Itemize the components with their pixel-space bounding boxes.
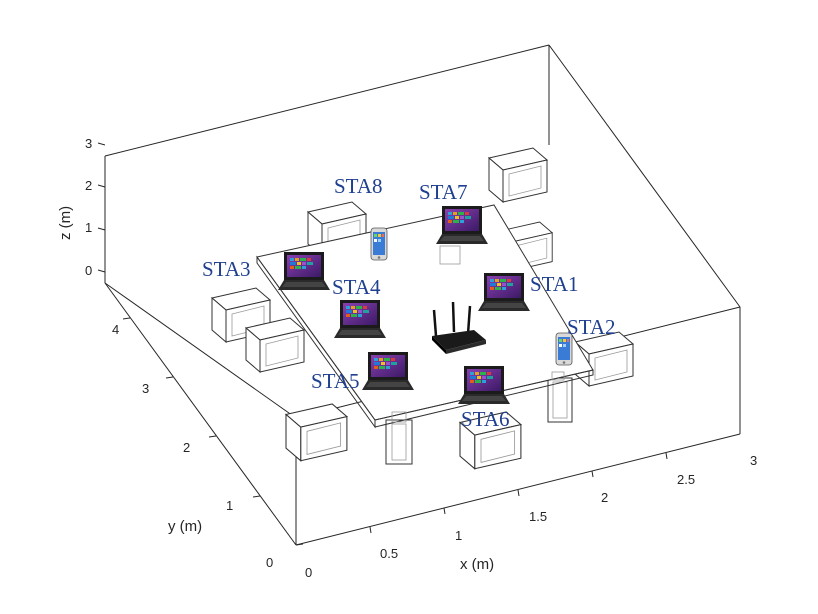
x-tick-2-5: 2.5 <box>677 472 695 487</box>
label-sta4: STA4 <box>332 275 381 299</box>
y-axis-label: y (m) <box>168 518 202 535</box>
label-sta6: STA6 <box>461 407 510 431</box>
laptop-icon-sta5 <box>362 352 414 390</box>
y-tick-3: 3 <box>142 381 149 396</box>
z-tick-3: 3 <box>85 136 92 151</box>
x-axis-label: x (m) <box>460 556 494 573</box>
phone-icon-sta8 <box>370 227 388 261</box>
laptop-icon-sta3 <box>278 252 330 290</box>
x-tick-1: 1 <box>455 528 462 543</box>
z-axis: 3 2 1 0 z (m) <box>57 136 106 278</box>
y-tick-1: 1 <box>226 498 233 513</box>
x-axis: 0 0.5 1 1.5 2 2.5 3 x (m) <box>305 452 757 580</box>
y-tick-2: 2 <box>183 440 190 455</box>
z-tick-0: 0 <box>85 263 92 278</box>
chair-front-left <box>285 403 348 462</box>
z-tick-2: 2 <box>85 178 92 193</box>
router-icon <box>432 301 486 354</box>
laptop-icon-sta4 <box>334 300 386 338</box>
label-sta3: STA3 <box>202 257 251 281</box>
laptop-icon-sta6 <box>458 366 510 404</box>
x-tick-1-5: 1.5 <box>529 509 547 524</box>
y-tick-4: 4 <box>112 322 119 337</box>
x-tick-3: 3 <box>750 453 757 468</box>
chair-left-lower <box>245 317 305 373</box>
label-sta5: STA5 <box>311 369 360 393</box>
y-tick-0: 0 <box>266 555 273 570</box>
x-tick-2: 2 <box>601 490 608 505</box>
chair-back-right <box>488 147 548 203</box>
label-sta1: STA1 <box>530 272 579 296</box>
label-sta8: STA8 <box>334 174 383 198</box>
z-axis-label: z (m) <box>57 206 74 240</box>
table <box>256 204 594 465</box>
laptop-icon-sta7 <box>436 206 488 244</box>
z-tick-1: 1 <box>85 220 92 235</box>
laptop-icon-sta1 <box>478 273 530 311</box>
y-axis: 4 3 2 1 0 y (m) <box>112 317 304 570</box>
label-sta7: STA7 <box>419 180 468 204</box>
x-tick-0-5: 0.5 <box>380 546 398 561</box>
x-tick-0: 0 <box>305 565 312 580</box>
label-sta2: STA2 <box>567 315 616 339</box>
